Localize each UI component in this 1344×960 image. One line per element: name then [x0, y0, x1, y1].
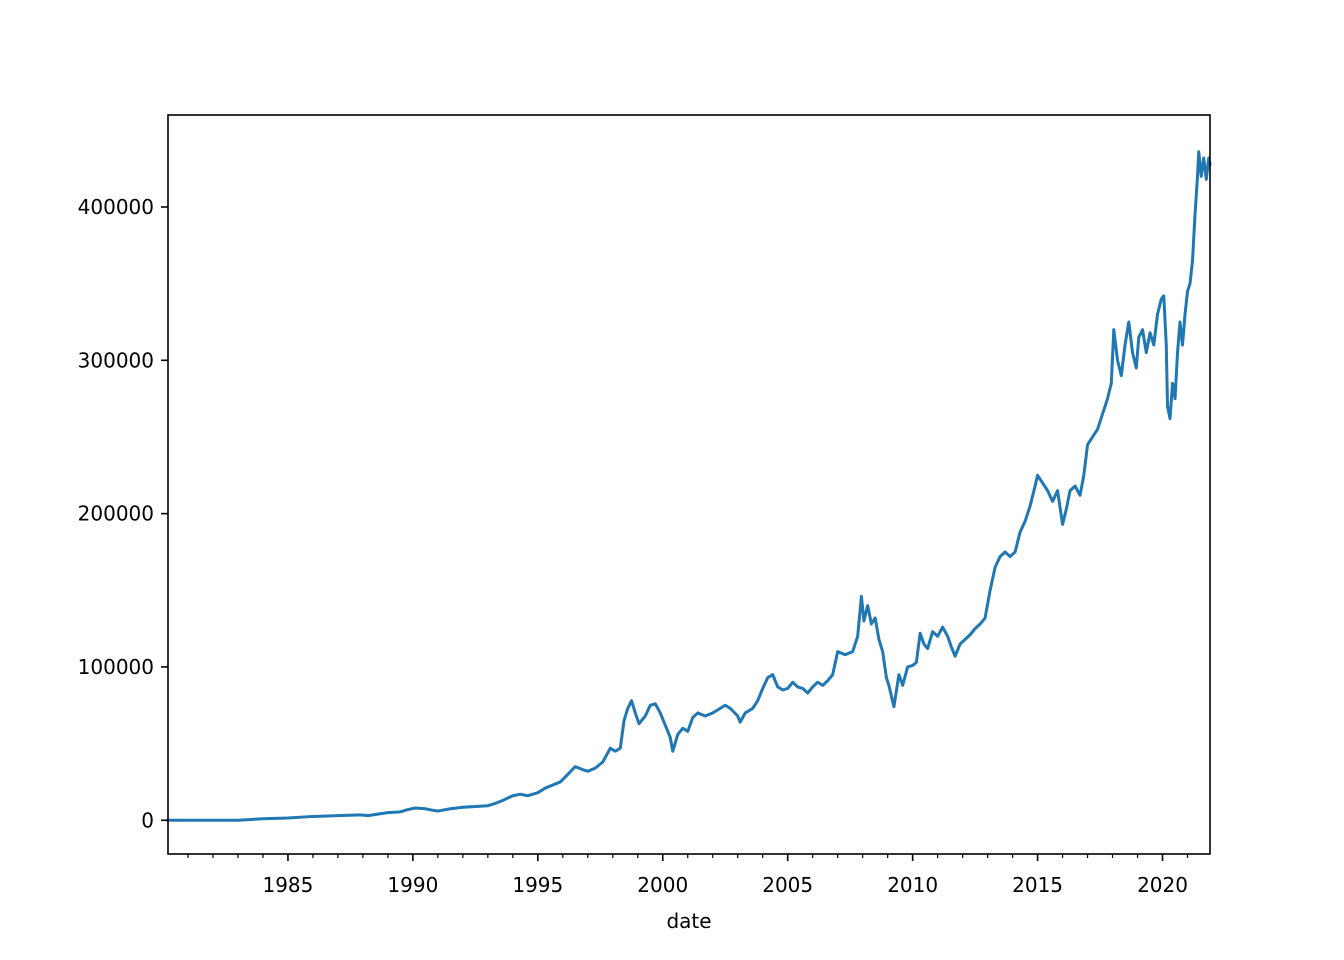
- x-tick-label: 2005: [762, 873, 813, 897]
- plot-frame: [167, 114, 1211, 855]
- x-tick-label: 1995: [512, 873, 563, 897]
- x-tick-label: 2015: [1012, 873, 1063, 897]
- y-tick-label: 300000: [78, 348, 154, 372]
- x-axis: 1985 1990 1995 2000 2005 2010 2015 2020: [187, 854, 1189, 897]
- x-tick-label: 2010: [887, 873, 938, 897]
- x-tick-label: 1985: [262, 873, 313, 897]
- series-line-0: [166, 150, 1212, 822]
- x-tick-label: 1990: [387, 873, 438, 897]
- series-layer: [166, 150, 1212, 822]
- x-tick-label: 2000: [637, 873, 688, 897]
- y-tick-label: 0: [141, 808, 154, 832]
- x-axis-label: date: [666, 909, 711, 933]
- y-tick-label: 400000: [78, 195, 154, 219]
- y-tick-label: 100000: [78, 655, 154, 679]
- x-tick-label: 2020: [1137, 873, 1188, 897]
- y-tick-label: 200000: [78, 502, 154, 526]
- y-axis: 0 100000 200000 300000 400000: [78, 195, 168, 832]
